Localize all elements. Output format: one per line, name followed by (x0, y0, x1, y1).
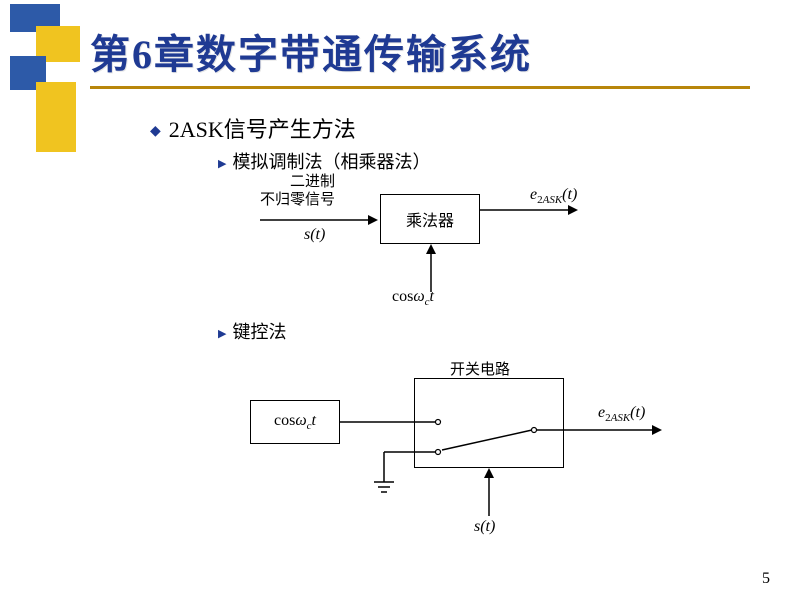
d2-carrier-box: cosωct (250, 400, 340, 444)
diagram-analog-modulation: 二进制 不归零信号 s(t) 乘法器 e2ASK(t) cosωct (230, 170, 650, 310)
bullet-main-text: 2ASK信号产生方法 (169, 117, 356, 142)
d2-carrier-line (340, 416, 414, 428)
bullet-main: ◆ 2ASK信号产生方法 (150, 112, 356, 144)
triangle-icon: ▶ (218, 158, 226, 170)
diamond-icon: ◆ (150, 124, 161, 139)
corner-decoration (0, 0, 80, 170)
d2-carrier-label: cosωct (274, 412, 316, 432)
d1-carrier-label: cosωct (392, 288, 434, 308)
page-number: 5 (762, 570, 770, 588)
d2-control-arrow (483, 468, 495, 518)
d1-carrier-arrow (425, 244, 437, 294)
bullet-sub2: ▶ 键控法 (218, 318, 286, 344)
triangle-icon-2: ▶ (218, 328, 226, 340)
d2-switch-title: 开关电路 (450, 358, 510, 379)
d2-output-label: e2ASK(t) (598, 404, 645, 424)
d1-input-arrow (260, 214, 380, 226)
diagram-keying: 开关电路 cosωct e2ASK(t) (230, 358, 700, 568)
title-underline (90, 86, 750, 89)
d1-multiplier-box: 乘法器 (380, 194, 480, 244)
bullet-sub1-text: 模拟调制法（相乘器法） (232, 152, 430, 172)
page-title: 第6章数字带通传输系统 (90, 22, 760, 80)
bullet-sub2-text: 键控法 (232, 322, 286, 342)
d2-switch-internals (414, 378, 564, 468)
d1-output-label: e2ASK(t) (530, 186, 577, 206)
d1-input-signal: s(t) (304, 226, 325, 244)
d1-input-label-bottom: 不归零信号 (260, 188, 335, 209)
d2-control-label: s(t) (474, 518, 495, 536)
d2-ground (374, 446, 420, 506)
d2-output-arrow (564, 424, 664, 436)
title-container: 第6章数字带通传输系统 (90, 22, 760, 89)
